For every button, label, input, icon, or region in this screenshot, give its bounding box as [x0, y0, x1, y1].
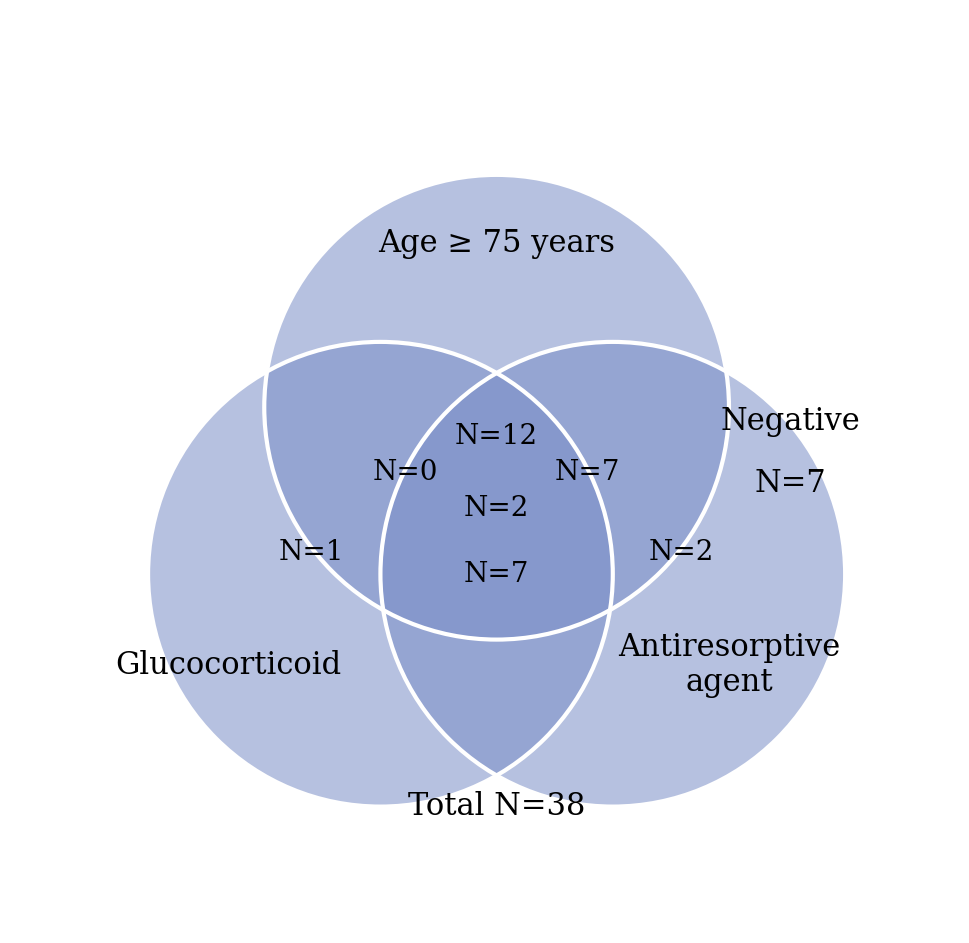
- Text: Negative: Negative: [721, 406, 860, 438]
- Text: N=7: N=7: [554, 459, 620, 486]
- Text: Total N=38: Total N=38: [408, 791, 585, 822]
- Text: N=0: N=0: [373, 459, 439, 486]
- Circle shape: [148, 342, 612, 806]
- Text: N=1: N=1: [279, 539, 344, 566]
- Text: N=7: N=7: [755, 468, 827, 499]
- Circle shape: [265, 174, 729, 639]
- Text: N=12: N=12: [455, 422, 538, 450]
- Circle shape: [381, 342, 845, 806]
- Text: Glucocorticoid: Glucocorticoid: [115, 650, 341, 681]
- Text: Age ≥ 75 years: Age ≥ 75 years: [378, 228, 615, 259]
- Text: N=7: N=7: [464, 561, 529, 587]
- Text: Antiresorptive
agent: Antiresorptive agent: [618, 632, 840, 699]
- Text: N=2: N=2: [464, 495, 529, 522]
- Text: N=2: N=2: [649, 539, 714, 566]
